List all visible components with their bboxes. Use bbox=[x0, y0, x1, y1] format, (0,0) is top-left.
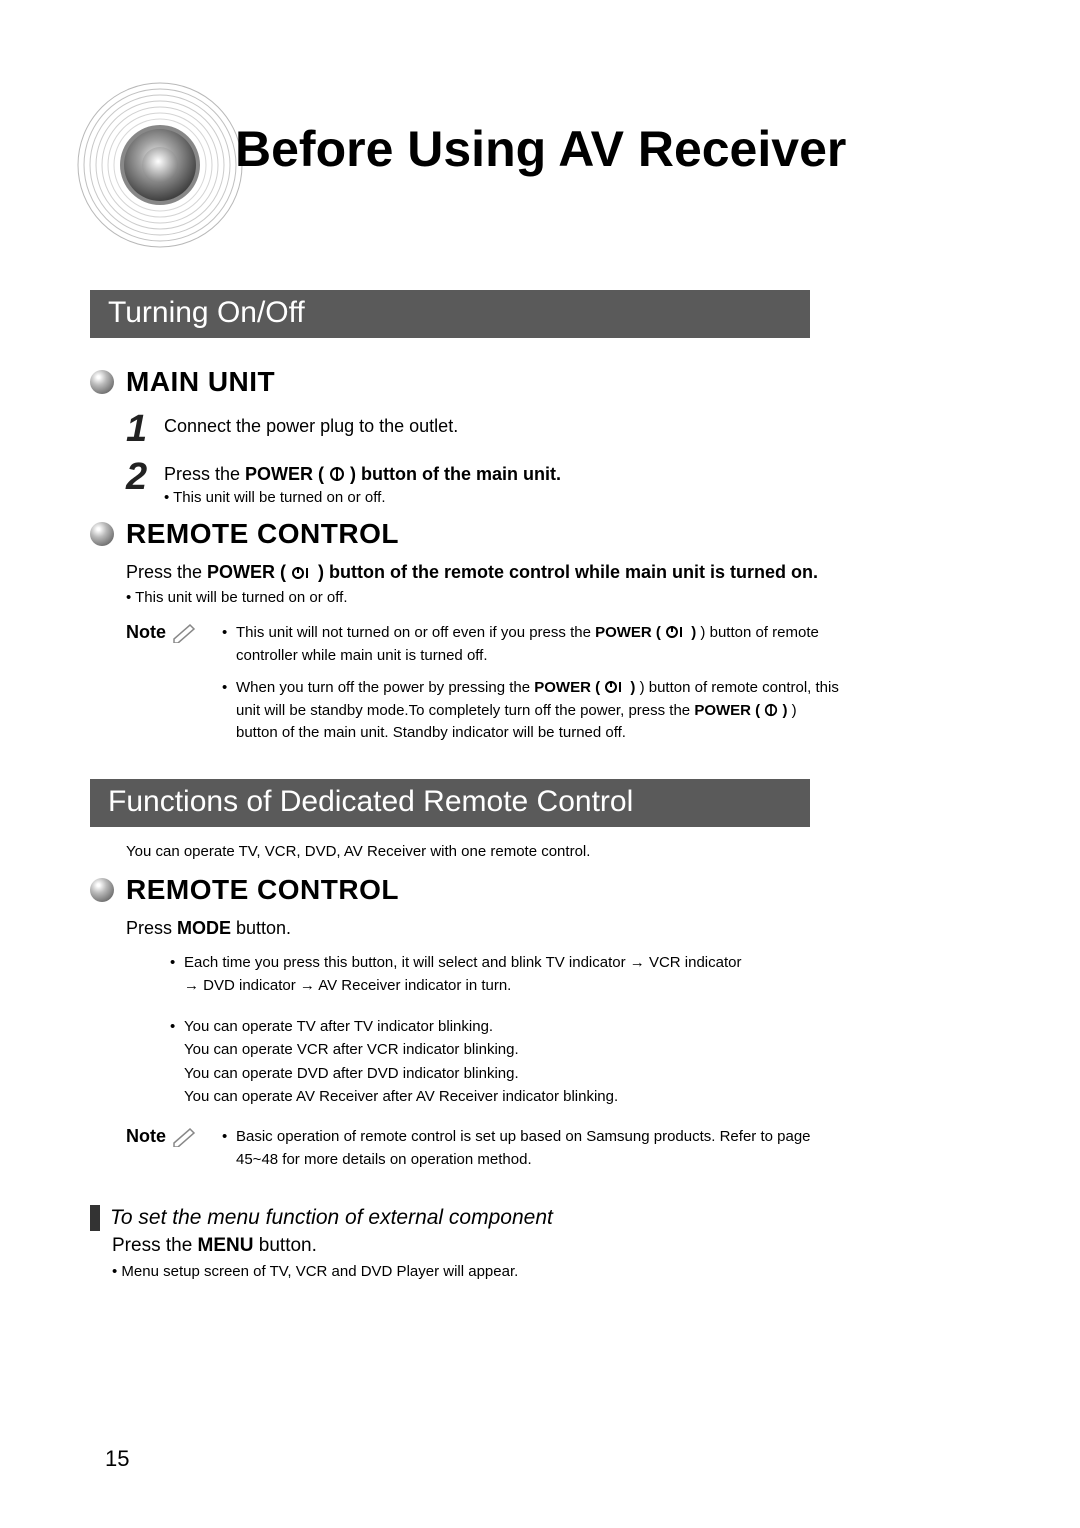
power-on-icon bbox=[329, 466, 345, 482]
step-2-sub: • This unit will be turned on or off. bbox=[164, 489, 561, 506]
pencil-icon bbox=[172, 623, 198, 643]
note-1-text: This unit will not turned on or off even… bbox=[236, 622, 842, 667]
step-1: 1 Connect the power plug to the outlet. bbox=[126, 410, 990, 448]
note-label: Note bbox=[126, 1126, 198, 1147]
note-label: Note bbox=[126, 622, 198, 643]
step-2-line: Press the POWER ( ) button of the main u… bbox=[164, 464, 561, 484]
main-unit-heading: MAIN UNIT bbox=[126, 366, 275, 398]
mode-press-line: Press MODE button. bbox=[126, 918, 990, 939]
mode-bullet-2: • You can operate TV after TV indicator … bbox=[170, 1015, 990, 1108]
note-block-1: Note • This unit will not turned on or o… bbox=[126, 622, 990, 755]
page-number: 15 bbox=[105, 1446, 129, 1472]
note-3-text: Basic operation of remote control is set… bbox=[236, 1126, 842, 1171]
section-bar-turning-on-off: Turning On/Off bbox=[90, 290, 810, 338]
standby-icon bbox=[291, 566, 313, 580]
remote-press-line: Press the POWER ( ) button of the remote… bbox=[126, 562, 990, 583]
section2-intro: You can operate TV, VCR, DVD, AV Receive… bbox=[126, 843, 990, 860]
bullet-sphere-icon bbox=[90, 878, 114, 902]
bullet-sphere-icon bbox=[90, 370, 114, 394]
step-2: 2 Press the POWER ( ) button of the main… bbox=[126, 458, 990, 506]
pencil-icon bbox=[172, 1127, 198, 1147]
step-number: 1 bbox=[126, 410, 154, 448]
note-block-2: Note • Basic operation of remote control… bbox=[126, 1126, 990, 1181]
sub-head-remote-2: REMOTE CONTROL bbox=[90, 874, 990, 906]
remote-heading-2: REMOTE CONTROL bbox=[126, 874, 399, 906]
remote-heading-1: REMOTE CONTROL bbox=[126, 518, 399, 550]
menu-note-line: • Menu setup screen of TV, VCR and DVD P… bbox=[112, 1263, 990, 1280]
menu-sub-heading: To set the menu function of external com… bbox=[90, 1205, 990, 1231]
mode-bullet-1: • Each time you press this button, it wi… bbox=[170, 951, 990, 998]
arrow-icon: → bbox=[184, 974, 199, 997]
note-2-text: When you turn off the power by pressing … bbox=[236, 677, 842, 745]
vertical-bar-icon bbox=[90, 1205, 100, 1231]
step-number: 2 bbox=[126, 458, 154, 496]
power-on-icon bbox=[764, 703, 778, 717]
arrow-icon: → bbox=[630, 951, 645, 974]
arrow-icon: → bbox=[300, 974, 315, 997]
remote-sub: • This unit will be turned on or off. bbox=[126, 589, 990, 606]
standby-icon bbox=[604, 680, 626, 694]
sub-head-remote-1: REMOTE CONTROL bbox=[90, 518, 990, 550]
standby-icon bbox=[665, 625, 687, 639]
menu-press-line: Press the MENU button. bbox=[112, 1235, 990, 1257]
step-1-text: Connect the power plug to the outlet. bbox=[164, 410, 458, 437]
sub-head-main-unit: MAIN UNIT bbox=[90, 366, 990, 398]
section-bar-functions: Functions of Dedicated Remote Control bbox=[90, 779, 810, 827]
bullet-sphere-icon bbox=[90, 522, 114, 546]
